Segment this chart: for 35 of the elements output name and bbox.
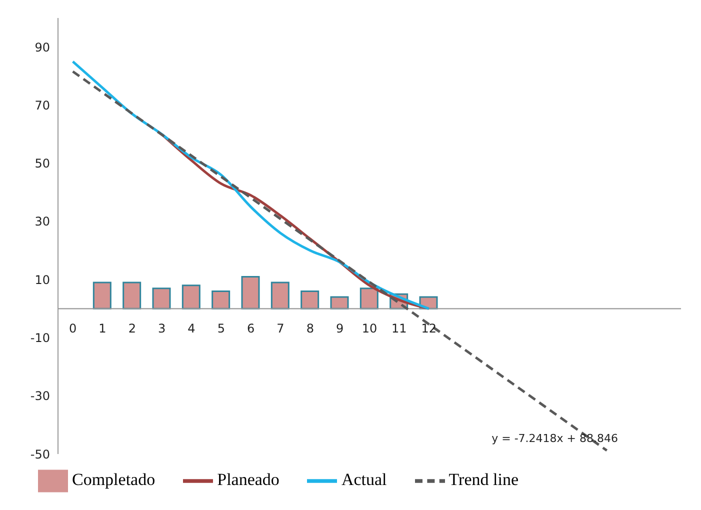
legend-label: Planeado	[217, 470, 280, 489]
x-tick-label: 3	[158, 322, 166, 336]
legend-label: Actual	[341, 470, 387, 489]
bar	[182, 284, 200, 310]
x-tick-label: 7	[276, 322, 284, 336]
y-tick-label: -30	[30, 389, 50, 404]
legend-label: Trend line	[448, 470, 519, 489]
x-tick-label: 6	[247, 322, 255, 336]
x-tick-label: 11	[392, 322, 407, 336]
x-tick-label: 0	[69, 322, 77, 336]
annotation: y = -7.2418x + 88.846	[490, 432, 618, 445]
y-tick-label: 10	[34, 272, 50, 287]
y-tick-label: 90	[34, 40, 50, 54]
y-tick-label: -10	[30, 330, 50, 345]
legend-label: Completado	[72, 470, 156, 489]
bar	[241, 276, 260, 310]
x-tick-label: 2	[128, 322, 136, 336]
y-tick-label: 70	[34, 98, 50, 112]
bar	[122, 282, 142, 310]
bar	[270, 282, 290, 310]
x-tick-label: 5	[217, 322, 225, 336]
bar	[92, 282, 112, 310]
y-tick-label: 30	[34, 214, 50, 229]
x-tick-label: 4	[188, 322, 196, 336]
x-tick-label: 10	[362, 322, 378, 336]
x-tick-label: 9	[336, 322, 344, 336]
x-tick-label: 1	[98, 322, 106, 336]
x-tick-label: 12	[421, 322, 436, 336]
bar	[212, 290, 230, 310]
y-tick-label: 50	[34, 156, 50, 171]
bar	[300, 290, 320, 310]
bar	[360, 288, 378, 310]
bar	[152, 288, 171, 310]
x-tick-label: 8	[306, 322, 314, 336]
y-tick-label: -50	[30, 447, 50, 462]
